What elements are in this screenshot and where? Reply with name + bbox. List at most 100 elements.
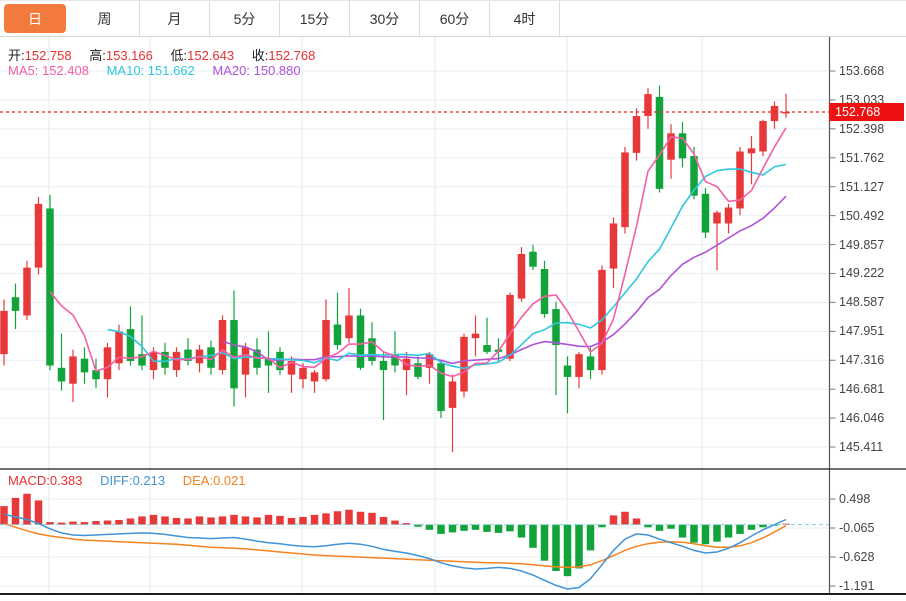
macd-bar	[172, 517, 181, 525]
price-tick-label: 147.316	[839, 353, 885, 368]
macd-bar	[632, 518, 641, 525]
ma5-value: 152.408	[41, 63, 89, 78]
macd-bar	[11, 497, 20, 525]
candle-body	[69, 356, 77, 384]
macd-bar	[609, 515, 618, 525]
tab-5min[interactable]: 5分	[210, 1, 280, 36]
price-tick-label: 148.587	[839, 295, 885, 310]
candle-body	[678, 133, 687, 159]
macd-bar	[402, 523, 411, 525]
candle-body	[770, 105, 779, 121]
macd-bar	[333, 511, 342, 525]
macd-bar	[690, 524, 698, 543]
ma20-value: 150.880	[253, 63, 301, 78]
price-tick-label: 149.222	[839, 266, 885, 281]
macd-bar	[356, 511, 365, 525]
candle-body	[414, 363, 422, 377]
candle-body	[57, 367, 66, 382]
candle-body	[448, 381, 457, 408]
candle-body	[506, 294, 514, 359]
candle-body	[586, 356, 595, 371]
macd-bar	[103, 520, 112, 525]
ma-legend: MA5: 152.408 MA10: 151.662 MA20: 150.880	[8, 63, 301, 78]
ohlc-legend: 开:152.758 高:153.166 低:152.643 收:152.768	[8, 45, 315, 64]
candle-body	[690, 156, 698, 196]
candle-body	[517, 253, 526, 299]
ma20-line	[222, 195, 787, 365]
macd-bar	[621, 511, 629, 525]
high-label: 高:	[89, 48, 106, 63]
macd-value: 0.383	[49, 473, 83, 488]
candle-body	[632, 115, 641, 153]
macd-bar	[759, 524, 767, 528]
price-tick-label: 149.857	[839, 237, 885, 252]
close-value: 152.768	[268, 48, 316, 63]
macd-tick-label: -0.065	[839, 521, 875, 535]
tab-weekly[interactable]: 周	[70, 1, 140, 36]
macd-bar	[425, 524, 434, 530]
macd-bar	[253, 517, 261, 525]
macd-bar	[506, 524, 514, 532]
macd-bar	[529, 524, 537, 548]
macd-bar	[644, 524, 652, 528]
dea-line	[3, 522, 787, 569]
candle-body	[575, 354, 583, 377]
tab-15min[interactable]: 15分	[280, 1, 350, 36]
macd-bar	[724, 524, 733, 538]
candle-series	[0, 85, 790, 453]
candle-body	[92, 370, 100, 380]
macd-bar	[115, 520, 123, 525]
candle-body	[23, 267, 31, 316]
open-value: 152.758	[24, 48, 72, 63]
diff-line	[3, 513, 787, 590]
macd-tick-label: -0.628	[839, 550, 875, 564]
candle-body	[287, 360, 296, 375]
macd-bar	[138, 516, 146, 525]
tab-60min[interactable]: 60分	[420, 1, 490, 36]
candle-body	[299, 367, 307, 380]
period-tabbar: 日 周 月 5分 15分 30分 60分 4时	[0, 1, 906, 37]
candle-body	[644, 94, 652, 116]
candle-body	[184, 349, 192, 361]
macd-bar	[126, 518, 135, 525]
candle-body	[230, 319, 238, 389]
macd-bar	[195, 516, 204, 525]
price-tick-label: 151.127	[839, 179, 885, 194]
macd-bar	[46, 522, 54, 525]
candle-body	[368, 338, 376, 361]
tab-weekly-label: 周	[97, 10, 112, 27]
diff-value: 0.213	[132, 473, 166, 488]
price-tick-label: 145.411	[839, 440, 884, 454]
macd-bar	[322, 513, 330, 525]
macd-bar	[149, 514, 158, 525]
macd-bar	[736, 524, 744, 534]
macd-bar	[483, 524, 491, 532]
price-tick-label: 146.046	[839, 411, 885, 426]
macd-bar	[552, 524, 560, 572]
candle-body	[126, 329, 135, 361]
ma10-value: 151.662	[147, 63, 195, 78]
macd-bar	[747, 524, 756, 530]
candle-body	[161, 351, 169, 368]
price-tick-label: 146.681	[839, 382, 885, 397]
candle-body	[667, 133, 675, 160]
tab-4hour[interactable]: 4时	[490, 1, 560, 36]
candle-body	[103, 347, 112, 380]
macd-bar	[92, 521, 100, 525]
candle-body	[46, 208, 54, 366]
candle-body	[172, 351, 181, 371]
candle-body	[736, 151, 744, 209]
macd-bar	[391, 520, 399, 525]
tab-monthly[interactable]: 月	[140, 1, 210, 36]
candle-body	[483, 345, 491, 352]
candle-body	[379, 360, 388, 371]
tab-daily[interactable]: 日	[0, 1, 70, 36]
macd-bar	[345, 509, 353, 525]
dea-value: 0.021	[213, 473, 246, 488]
candle-body	[115, 331, 123, 364]
macd-bar	[563, 524, 572, 577]
macd-bar	[184, 518, 192, 525]
tab-30min[interactable]: 30分	[350, 1, 420, 36]
tab-4hour-label: 4时	[513, 10, 536, 27]
